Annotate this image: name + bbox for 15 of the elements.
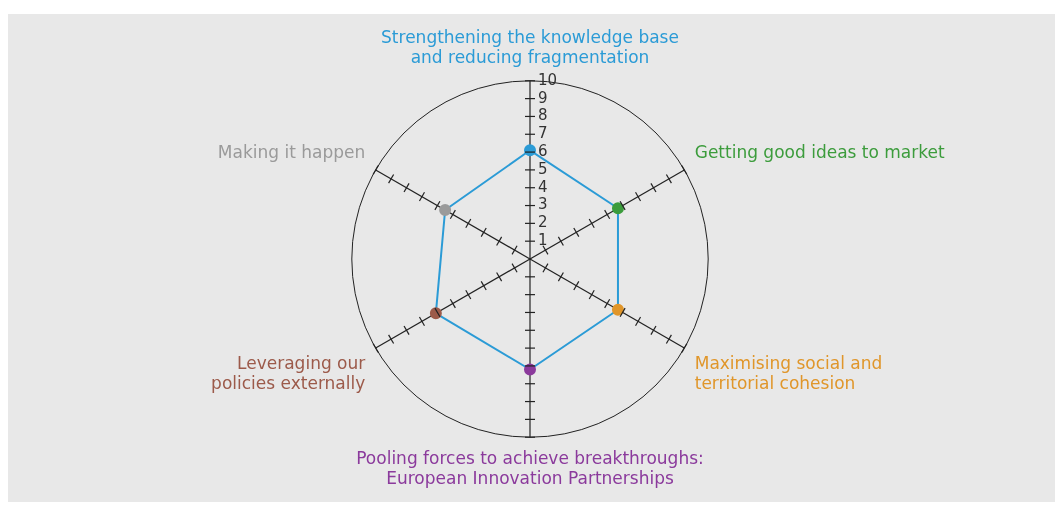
- y-tick-label: 8: [538, 106, 548, 125]
- y-tick-label: 3: [538, 195, 548, 214]
- y-tick-label: 5: [538, 159, 548, 178]
- spoke-label: Maximising social and territorial cohesion: [694, 352, 883, 394]
- spoke-label: Making it happen: [217, 142, 366, 163]
- y-tick-label: 4: [538, 177, 548, 196]
- spoke-label: Pooling forces to achieve breakthroughs: European Innovation Partnerships: [356, 447, 704, 489]
- y-tick-label: 1: [538, 231, 548, 250]
- y-tick-label: 2: [538, 213, 548, 232]
- y-tick-label: 7: [538, 124, 548, 143]
- y-tick-label: 6: [538, 141, 548, 160]
- spoke-label: Strengthening the knowledge base and reducing fragmentation: [381, 26, 679, 68]
- spoke-label: Getting good ideas to market: [694, 142, 945, 163]
- spoke-label: Leveraging our policies externally: [211, 352, 366, 394]
- y-tick-label: 9: [538, 88, 548, 107]
